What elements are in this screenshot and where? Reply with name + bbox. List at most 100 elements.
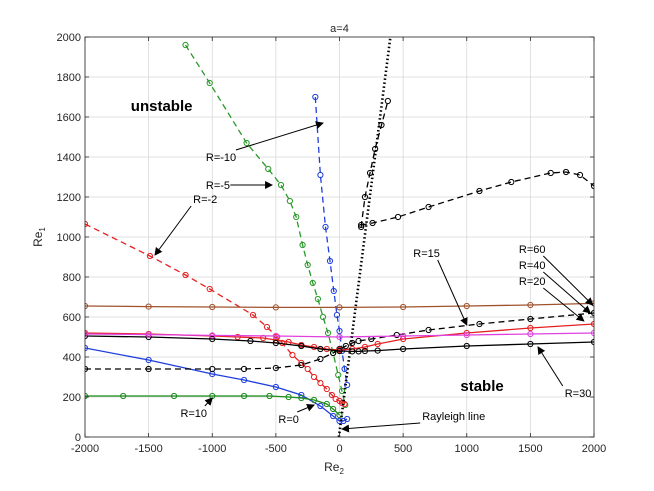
data-point xyxy=(349,339,356,347)
data-point xyxy=(393,331,400,339)
series-group xyxy=(85,37,594,437)
data-point xyxy=(374,340,381,348)
data-point xyxy=(342,342,349,350)
data-point xyxy=(317,355,324,363)
series-line xyxy=(337,37,392,437)
series-line xyxy=(85,323,594,351)
y-tick-label: 1200 xyxy=(57,192,81,204)
annotation-arrow xyxy=(341,422,421,433)
data-point xyxy=(317,402,324,410)
data-point xyxy=(336,327,343,335)
x-tick-label: 1500 xyxy=(518,443,542,455)
series-line xyxy=(184,44,346,406)
annotation-arrow xyxy=(537,346,564,387)
data-point xyxy=(425,203,432,211)
series-line xyxy=(360,100,389,228)
data-point xyxy=(590,320,594,328)
annotation-arrow xyxy=(204,397,213,407)
x-axis-label-sub: 2 xyxy=(339,467,344,476)
annotation: R=20 xyxy=(519,276,585,322)
data-point xyxy=(206,285,213,293)
data-point xyxy=(333,311,341,319)
annotation: R=10 xyxy=(180,397,213,420)
y-tick-label: 800 xyxy=(63,272,81,284)
annotation: R=40 xyxy=(519,260,591,314)
data-point xyxy=(317,379,324,387)
data-point xyxy=(394,213,402,221)
data-point xyxy=(344,415,351,423)
y-tick-label: 0 xyxy=(75,432,81,444)
series-r-5 xyxy=(182,41,349,409)
data-point xyxy=(145,331,152,338)
annotation-label: R=30 xyxy=(565,388,592,400)
annotation: R=30 xyxy=(537,346,592,400)
data-point xyxy=(206,79,213,87)
data-point xyxy=(299,241,306,249)
data-point xyxy=(209,303,216,311)
data-point xyxy=(369,219,376,227)
data-point xyxy=(378,121,385,129)
series-line xyxy=(85,395,340,416)
data-point xyxy=(463,331,470,339)
data-point xyxy=(336,333,343,341)
data-point xyxy=(272,304,279,311)
data-point xyxy=(384,97,391,105)
annotation-label: R=40 xyxy=(519,260,546,272)
data-point xyxy=(145,365,152,373)
data-point xyxy=(527,324,534,332)
data-point xyxy=(310,373,318,381)
series-line xyxy=(85,223,345,405)
y-tick-label: 600 xyxy=(63,312,81,324)
x-axis-label: Re2 xyxy=(324,460,344,476)
data-point xyxy=(249,311,257,319)
data-point xyxy=(209,335,216,343)
data-point xyxy=(330,405,337,413)
data-point xyxy=(289,351,296,359)
data-point xyxy=(323,385,330,393)
data-point xyxy=(361,343,369,351)
annotation-label: R=60 xyxy=(519,244,546,256)
series-r-60 xyxy=(85,300,594,311)
data-point xyxy=(240,365,248,373)
data-point xyxy=(330,287,337,295)
annotation-label: R=-10 xyxy=(206,152,236,164)
data-point xyxy=(312,93,319,101)
annotation-arrow xyxy=(542,255,594,306)
data-point xyxy=(285,393,292,401)
data-point xyxy=(247,337,254,345)
y-tick-label: 1600 xyxy=(57,112,81,124)
annotation: R=0 xyxy=(278,403,315,426)
data-point xyxy=(272,339,279,347)
data-point xyxy=(234,333,241,341)
data-point xyxy=(298,359,305,367)
x-tick-label: -1500 xyxy=(135,443,163,455)
annotation: R=-10 xyxy=(206,121,324,164)
x-axis-label-main: Re xyxy=(324,460,340,474)
y-tick-label: 2000 xyxy=(57,32,81,44)
annotation: R=15 xyxy=(413,248,468,326)
x-tick-label: -2000 xyxy=(71,443,99,455)
data-point xyxy=(355,348,362,355)
data-point xyxy=(336,411,343,419)
region-label: stable xyxy=(460,378,503,395)
data-point xyxy=(263,323,271,331)
annotation: R=-5 xyxy=(206,180,274,192)
y-axis-label: Re1 xyxy=(31,227,47,247)
data-point xyxy=(335,371,342,379)
annotation-arrow xyxy=(235,121,324,151)
data-point xyxy=(576,171,584,179)
data-point xyxy=(349,348,356,355)
data-point xyxy=(590,329,594,337)
y-tick-label: 1800 xyxy=(57,72,81,84)
x-tick-label: -1000 xyxy=(198,443,226,455)
ticks: -2000 -1500 -1000 -500 0 500 1000 1500 2000 0 200 4… xyxy=(57,32,607,455)
data-point xyxy=(145,356,152,364)
data-point xyxy=(266,392,273,400)
data-point xyxy=(298,394,305,402)
data-point xyxy=(272,364,279,372)
data-point xyxy=(146,252,153,260)
data-point xyxy=(298,342,305,350)
annotation-label: R=-2 xyxy=(193,194,217,206)
data-point xyxy=(277,181,285,189)
